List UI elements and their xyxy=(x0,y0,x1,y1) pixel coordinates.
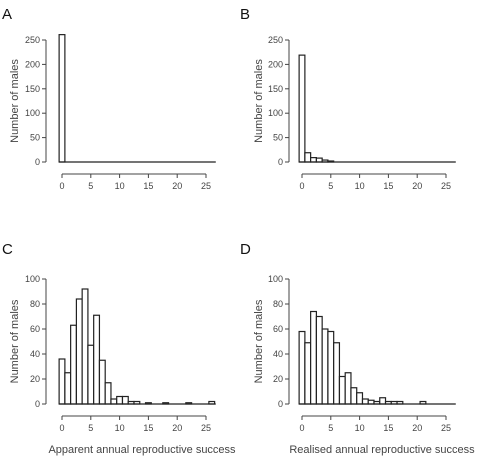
panel-c-bar-6 xyxy=(93,314,101,405)
panel-d-bar-11 xyxy=(361,398,369,405)
panel-d-bar-8 xyxy=(344,372,352,405)
panel-c-x-tick-label: 25 xyxy=(201,423,211,433)
panel-b-bar-2 xyxy=(310,157,318,163)
panel-d-bar-9 xyxy=(350,387,358,405)
panel-c-y-tick-label: 0 xyxy=(35,399,40,409)
panel-a-y-tick-label: 100 xyxy=(25,108,40,118)
panel-b-y-tick-label: 200 xyxy=(268,59,283,69)
panel-d-y-tick-label: 60 xyxy=(273,324,283,334)
panel-d-x-axis-title: Realised annual reproductive success xyxy=(289,444,475,456)
panel-c-bar-8 xyxy=(104,382,112,405)
panel-d-y-tick-label: 0 xyxy=(278,399,283,409)
panel-d-bar-5 xyxy=(327,330,335,405)
panel-c-y-axis-title: Number of males xyxy=(9,299,21,383)
panel-a-x-tick-label: 20 xyxy=(172,181,182,191)
panel-c-y-tick-label: 80 xyxy=(30,299,40,309)
panel-a-x-tick-label: 25 xyxy=(201,181,211,191)
panel-d-bar-2 xyxy=(310,310,318,405)
panel-c-bar-5 xyxy=(87,344,95,405)
panel-d-bar-14 xyxy=(379,397,387,405)
panel-c-bar-2 xyxy=(70,324,77,405)
panel-c-x-tick-label: 0 xyxy=(59,423,64,433)
panel-a-y-tick-label: 150 xyxy=(25,84,40,94)
panel-c-x-tick-label: 15 xyxy=(143,423,153,433)
panel-a-y-tick-label: 0 xyxy=(35,157,40,167)
panel-b-y-tick-label: 250 xyxy=(268,35,283,45)
panel-c-bar-4 xyxy=(81,288,89,405)
panel-b-x-tick-label: 10 xyxy=(355,181,365,191)
panel-c-bar-7 xyxy=(98,359,106,405)
panel-c-x-tick-label: 5 xyxy=(88,423,93,433)
panel-d-x-tick-label: 0 xyxy=(299,423,304,433)
panel-d-bar-4 xyxy=(321,328,329,405)
panel-b-x-tick-label: 5 xyxy=(328,181,333,191)
panel-a-y-tick-label: 50 xyxy=(30,133,40,143)
panel-c-x-axis-title: Apparent annual reproductive success xyxy=(48,444,236,456)
panel-d-bar-6 xyxy=(333,342,341,405)
panel-c-bar-10 xyxy=(116,395,124,405)
panel-b-x-tick-label: 25 xyxy=(441,181,451,191)
panel-b-y-axis-title: Number of males xyxy=(253,59,265,143)
panel-a-x-tick-label: 15 xyxy=(143,181,153,191)
panel-b-bar-1 xyxy=(304,152,312,163)
panel-b-letter: B xyxy=(240,6,250,23)
panel-c-bar-9 xyxy=(110,398,118,405)
panel-a-y-tick-label: 250 xyxy=(25,35,40,45)
panel-a-x-tick-label: 0 xyxy=(59,181,64,191)
panel-c-x-tick-label: 10 xyxy=(115,423,125,433)
panel-d-bar-7 xyxy=(338,375,346,405)
panel-a-x-tick-label: 5 xyxy=(88,181,93,191)
panel-d-y-tick-label: 20 xyxy=(273,374,283,384)
panel-d-y-tick-label: 100 xyxy=(268,274,283,284)
panel-c-bar-0 xyxy=(58,358,66,405)
panel-d-bar-10 xyxy=(356,392,364,405)
panel-d-letter: D xyxy=(240,241,251,258)
panel-d-bar-3 xyxy=(315,315,323,405)
panel-a-letter: A xyxy=(2,6,12,23)
panel-a-x-tick-label: 10 xyxy=(115,181,125,191)
panel-b-y-tick-label: 0 xyxy=(278,157,283,167)
panel-d-x-tick-label: 5 xyxy=(328,423,333,433)
panel-d-y-tick-label: 40 xyxy=(273,349,283,359)
panel-d-x-tick-label: 10 xyxy=(355,423,365,433)
panel-d-x-tick-label: 25 xyxy=(441,423,451,433)
panel-b-y-tick-label: 150 xyxy=(268,84,283,94)
panel-c-bar-11 xyxy=(121,395,129,405)
panel-d-bar-0 xyxy=(298,330,306,405)
panel-c-y-tick-label: 100 xyxy=(25,274,40,284)
panel-b-bar-0 xyxy=(298,54,306,163)
panel-c-x-tick-label: 20 xyxy=(172,423,182,433)
panel-c-bar-1 xyxy=(64,372,72,405)
panel-c-letter: C xyxy=(2,241,13,258)
panel-a-bar-0 xyxy=(58,34,66,163)
panel-c-y-tick-label: 60 xyxy=(30,324,40,334)
panel-d-y-tick-label: 80 xyxy=(273,299,283,309)
panel-d-x-tick-label: 20 xyxy=(412,423,422,433)
panel-c-y-tick-label: 40 xyxy=(30,349,40,359)
panel-b-x-tick-label: 15 xyxy=(383,181,393,191)
panel-d-x-tick-label: 15 xyxy=(383,423,393,433)
panel-a-y-tick-label: 200 xyxy=(25,59,40,69)
panel-d-bar-1 xyxy=(304,342,312,405)
panel-c-bar-3 xyxy=(75,298,83,405)
panel-d-y-axis-title: Number of males xyxy=(253,299,265,383)
panel-a-y-axis-title: Number of males xyxy=(9,59,21,143)
panel-b-y-tick-label: 100 xyxy=(268,108,283,118)
panel-b-y-tick-label: 50 xyxy=(273,133,283,143)
panel-c-y-tick-label: 20 xyxy=(30,374,40,384)
panel-b-x-tick-label: 20 xyxy=(412,181,422,191)
panel-b-x-tick-label: 0 xyxy=(299,181,304,191)
